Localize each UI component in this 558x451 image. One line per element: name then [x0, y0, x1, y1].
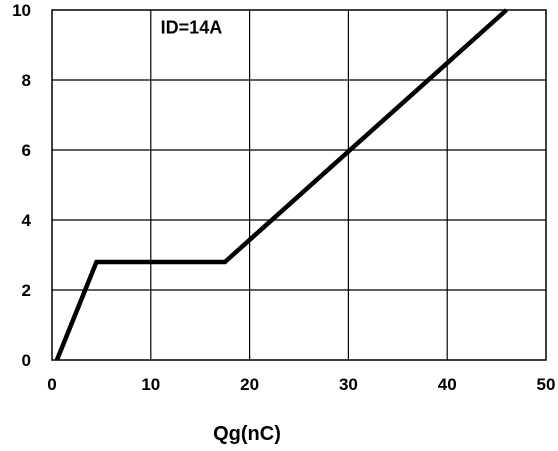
- x-tick-label-20: 20: [240, 375, 259, 394]
- x-tick-label-30: 30: [339, 375, 358, 394]
- plot-frame: [51, 9, 547, 361]
- y-tick-labels: 0 2 4 6 8 10: [12, 1, 31, 370]
- grid: [52, 10, 546, 360]
- y-tick-label-10: 10: [12, 1, 31, 20]
- y-tick-label-6: 6: [22, 141, 31, 160]
- plot-border: [51, 9, 547, 361]
- x-tick-label-40: 40: [438, 375, 457, 394]
- y-tick-label-2: 2: [22, 281, 31, 300]
- x-tick-label-0: 0: [47, 375, 56, 394]
- y-tick-label-4: 4: [22, 211, 32, 230]
- y-tick-label-0: 0: [22, 351, 31, 370]
- x-tick-labels: 0 10 20 30 40 50: [47, 375, 555, 394]
- annotation-label: ID=14A: [161, 18, 223, 38]
- x-axis-title: Qg(nC): [213, 423, 281, 445]
- series-line-0: [54, 8, 508, 361]
- y-tick-label-8: 8: [22, 71, 31, 90]
- x-tick-label-10: 10: [141, 375, 160, 394]
- x-tick-label-50: 50: [537, 375, 556, 394]
- annotations: ID=14A: [161, 18, 223, 38]
- series-group: [54, 8, 508, 361]
